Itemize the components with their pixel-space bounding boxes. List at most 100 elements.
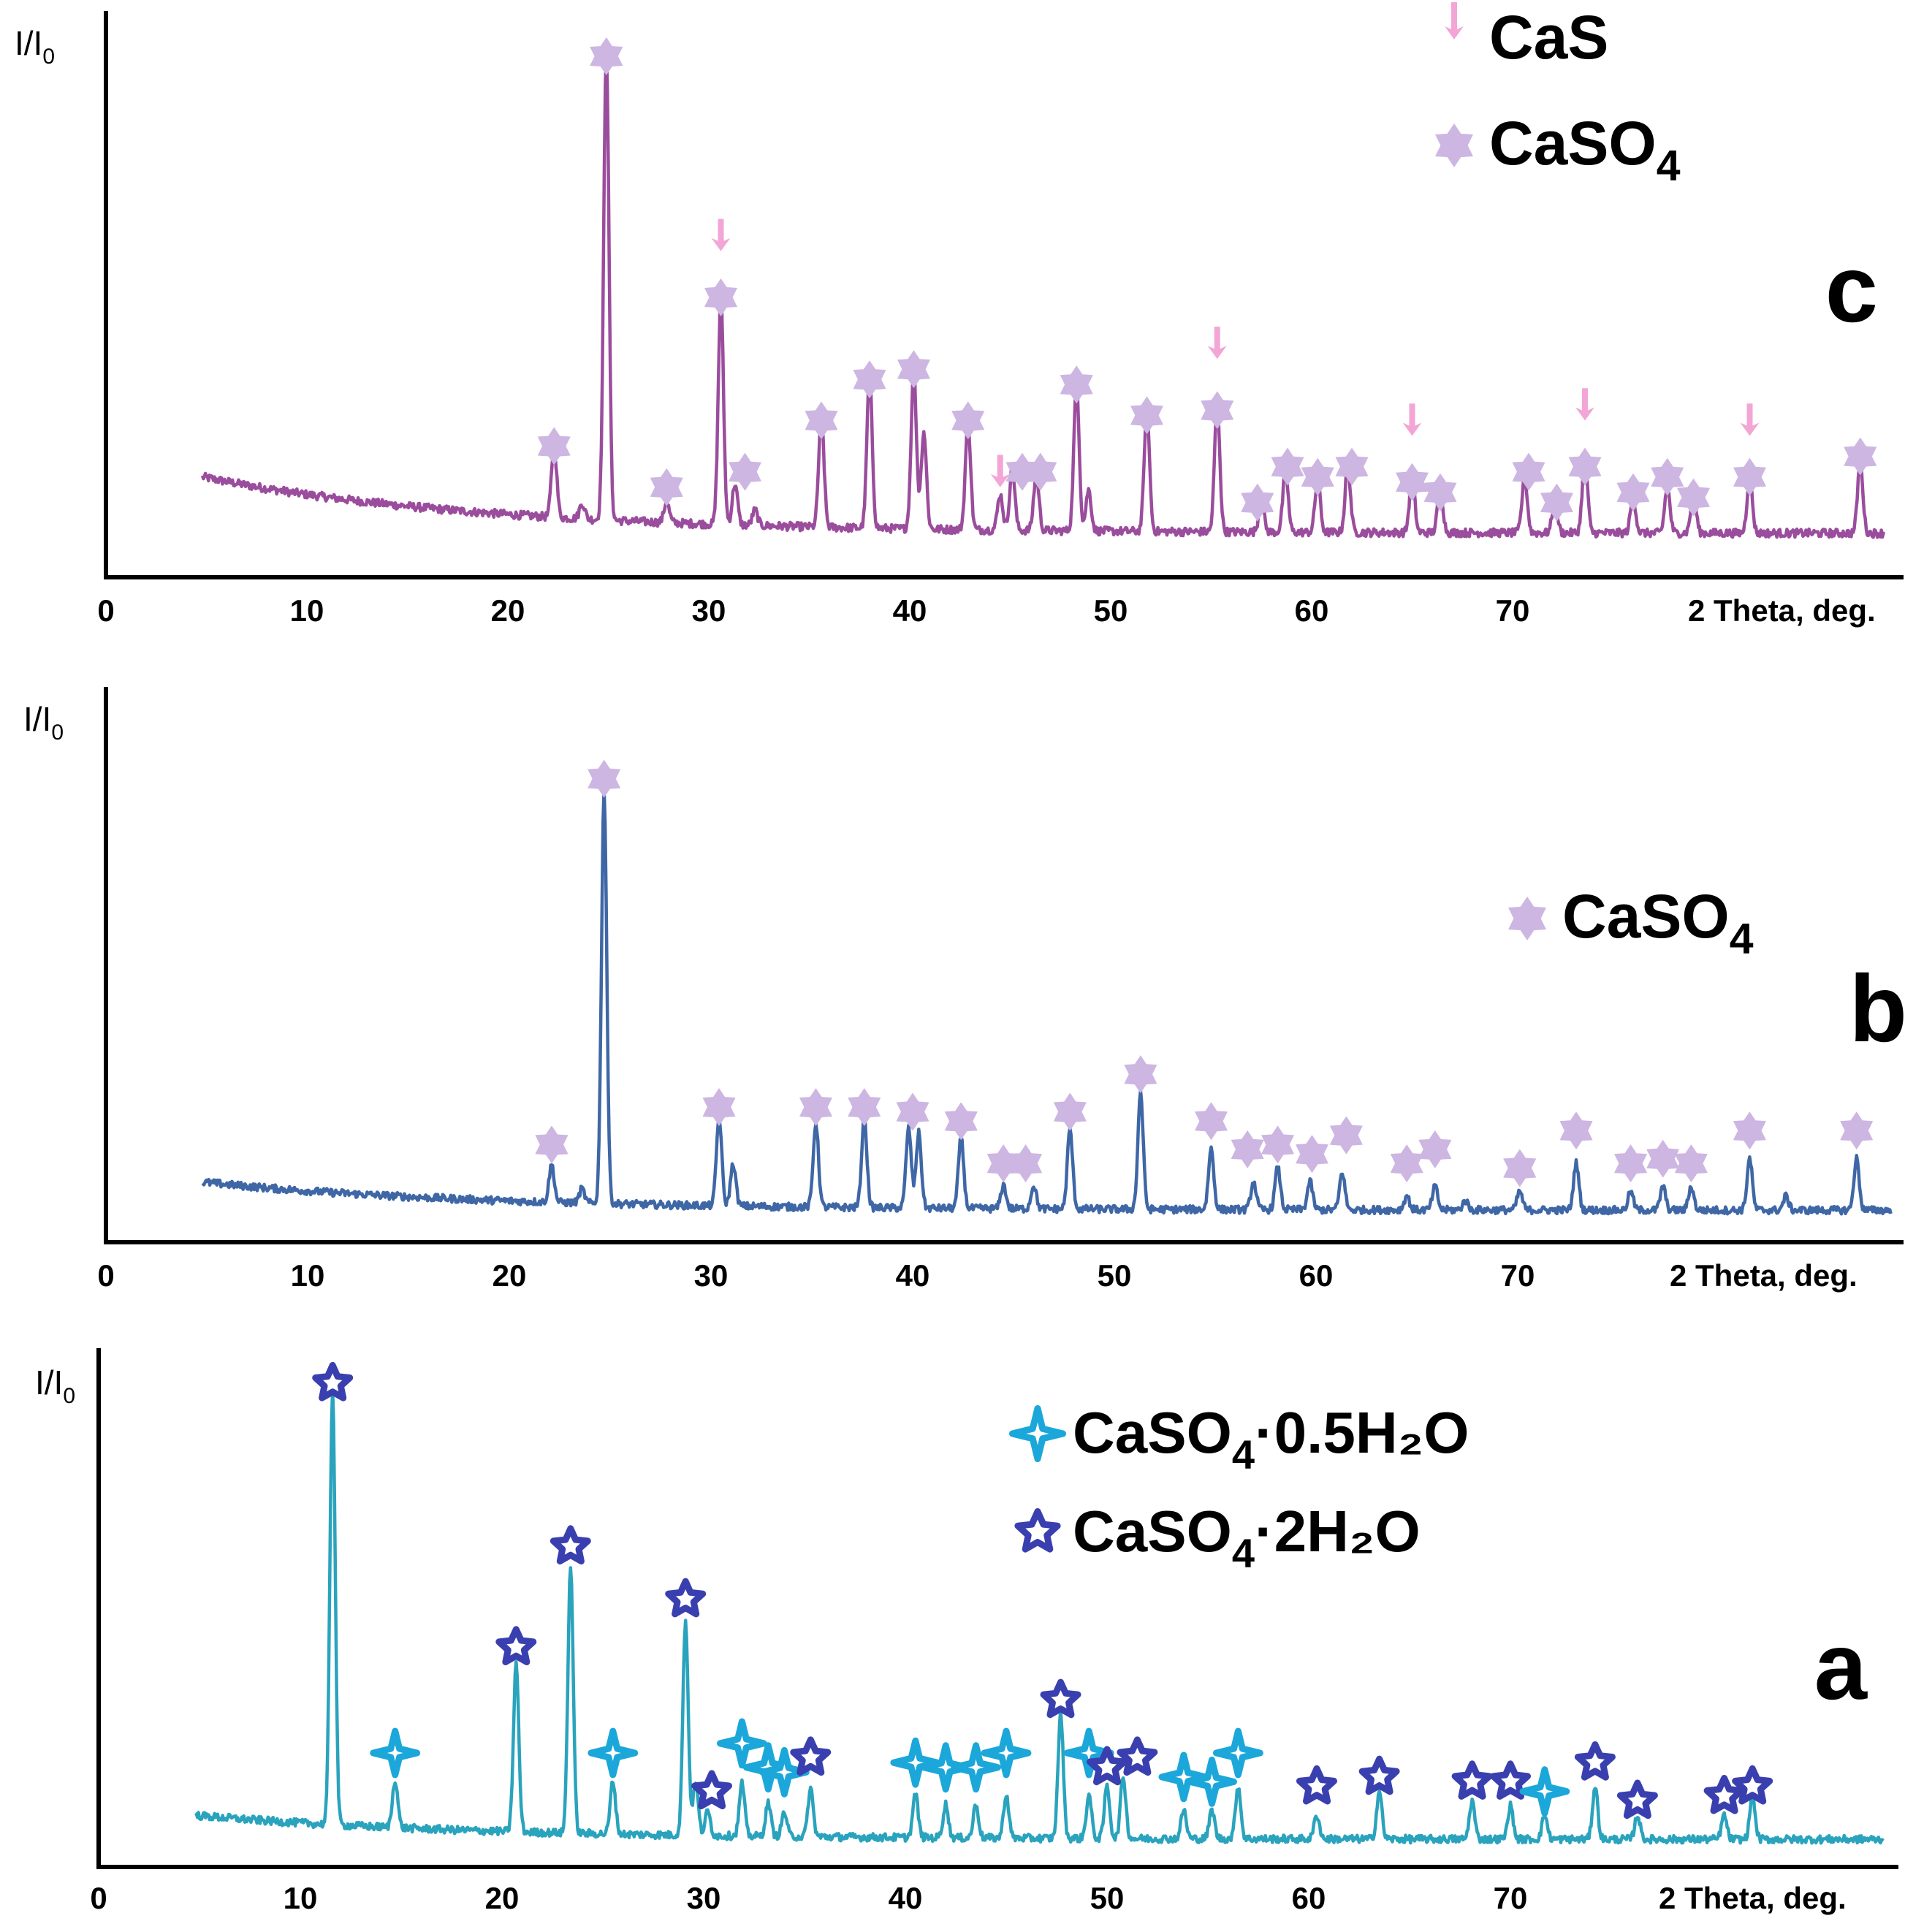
- legend-label-suffix: ·0.5H₂O: [1255, 1400, 1469, 1465]
- x-tick-label: 10: [290, 593, 324, 628]
- x-tick-label: 30: [687, 1881, 721, 1915]
- peak-marker-star6: [1616, 473, 1650, 511]
- peak-marker-arrow: [1575, 388, 1594, 421]
- legend-label-text: CaSO: [1489, 109, 1657, 178]
- x-tick-label: 30: [692, 593, 726, 628]
- peak-marker-star6: [702, 1088, 736, 1127]
- peak-marker-star6: [1674, 1144, 1708, 1183]
- peak-marker-star5: [1616, 1779, 1658, 1819]
- legend-label-subscript: 4: [1730, 915, 1754, 963]
- legend-label: CaSO4: [1489, 109, 1681, 190]
- x-tick-label: 40: [893, 593, 927, 628]
- peak-marker-star6: [1840, 1111, 1874, 1150]
- peak-marker-star5: [1117, 1736, 1158, 1776]
- legend-label-text: CaS: [1489, 3, 1608, 72]
- peak-marker-star6: [1733, 457, 1766, 496]
- peak-marker-star5: [495, 1626, 537, 1665]
- peak-marker-star6: [588, 759, 621, 798]
- legend-label-text: CaSO: [1073, 1499, 1232, 1564]
- peak-marker-star6: [897, 350, 930, 389]
- y-axis-label-subscript: 0: [63, 1384, 75, 1408]
- panel-label: a: [1814, 1613, 1868, 1719]
- x-axis-label: 2 Theta, deg.: [1688, 593, 1876, 628]
- peak-marker-star5: [1040, 1678, 1081, 1719]
- x-tick-label: 50: [1098, 1258, 1132, 1293]
- peak-marker-star5: [665, 1578, 707, 1618]
- peak-marker-star6: [1423, 473, 1457, 511]
- peak-marker-star6: [1009, 1144, 1043, 1183]
- peak-marker-star4: [370, 1727, 421, 1779]
- x-tick-label: 10: [284, 1881, 318, 1915]
- x-tick-label: 60: [1295, 593, 1329, 628]
- legend-marker: [1014, 1508, 1061, 1553]
- peak-marker-star5: [1087, 1746, 1128, 1786]
- peak-marker-star5: [1451, 1760, 1493, 1800]
- legend-label: CaSO4·0.5H₂O: [1073, 1400, 1469, 1477]
- peak-marker-star5: [1490, 1760, 1531, 1800]
- legend-label-subscript: 4: [1232, 1530, 1255, 1576]
- legend-label-text: CaSO: [1073, 1400, 1232, 1465]
- x-tick-label: 0: [97, 1258, 114, 1293]
- legend-marker: [1009, 1405, 1066, 1462]
- peak-marker-star6: [944, 1102, 978, 1141]
- peak-marker-star5: [312, 1361, 354, 1402]
- peak-marker-star6: [537, 427, 571, 465]
- peak-marker-arrow: [1402, 403, 1422, 436]
- peak-marker-star5: [1732, 1765, 1773, 1805]
- panel-c-chart: I/I00 10 20 30 40 50 60 70 2 Theta, deg.cCaSCaSO…: [15, 2, 1904, 628]
- peak-marker-star6: [1540, 483, 1573, 522]
- peak-marker-star5: [691, 1770, 732, 1810]
- legend-label: CaS: [1489, 3, 1608, 72]
- legend-label: CaSO4·2H₂O: [1073, 1499, 1421, 1576]
- x-tick-label: 20: [485, 1881, 520, 1915]
- peak-marker-star4: [759, 1746, 810, 1798]
- peak-marker-star5: [1358, 1755, 1400, 1795]
- y-axis-label: I/I0: [15, 24, 55, 69]
- peak-marker-star5: [1703, 1775, 1745, 1814]
- legend-label: CaSO4: [1562, 882, 1754, 963]
- peak-marker-star6: [1390, 1144, 1423, 1183]
- peak-marker-star6: [1396, 463, 1429, 501]
- diffractogram-line: [194, 1387, 1885, 1845]
- x-tick-label: 20: [491, 593, 525, 628]
- peak-marker-star6: [1418, 1130, 1452, 1168]
- peak-marker-star4: [981, 1727, 1032, 1779]
- peak-marker-star5: [1296, 1765, 1337, 1805]
- peak-marker-star6: [1301, 457, 1334, 496]
- x-tick-label: 10: [291, 1258, 325, 1293]
- peak-marker-star6: [853, 360, 886, 399]
- peak-marker-star6: [704, 278, 737, 316]
- peak-marker-star4: [717, 1718, 767, 1769]
- peak-marker-star6: [590, 37, 623, 75]
- panel-label: b: [1849, 955, 1907, 1062]
- legend-label-subscript: 4: [1232, 1431, 1255, 1477]
- legend-marker: [1435, 123, 1473, 167]
- peak-marker-star6: [535, 1125, 569, 1164]
- peak-marker-star5: [790, 1736, 832, 1776]
- x-tick-label: 40: [896, 1258, 930, 1293]
- y-axis-label-subscript: 0: [51, 720, 64, 745]
- x-tick-label: 30: [694, 1258, 729, 1293]
- y-axis-label-subscript: 0: [42, 45, 55, 69]
- peak-marker-arrow: [1740, 403, 1760, 436]
- x-tick-label: 60: [1299, 1258, 1334, 1293]
- peak-marker-star6: [1024, 452, 1057, 491]
- peak-marker-star6: [896, 1092, 929, 1131]
- peak-marker-arrow: [711, 218, 731, 251]
- peak-marker-star6: [1559, 1111, 1593, 1150]
- peak-marker-star4: [1063, 1727, 1114, 1779]
- x-tick-label: 50: [1094, 593, 1128, 628]
- peak-marker-star6: [1844, 437, 1877, 476]
- legend-label-suffix: ·2H₂O: [1255, 1499, 1421, 1564]
- peak-marker-arrow: [990, 455, 1010, 487]
- x-tick-label: 50: [1090, 1881, 1125, 1915]
- peak-marker-star6: [650, 468, 683, 506]
- peak-marker-star6: [1261, 1125, 1295, 1164]
- peak-marker-star6: [1614, 1144, 1648, 1183]
- peak-marker-star6: [1271, 447, 1304, 486]
- peak-marker-star5: [550, 1525, 591, 1564]
- peak-marker-star6: [1130, 396, 1163, 435]
- peak-marker-star6: [1646, 1139, 1680, 1178]
